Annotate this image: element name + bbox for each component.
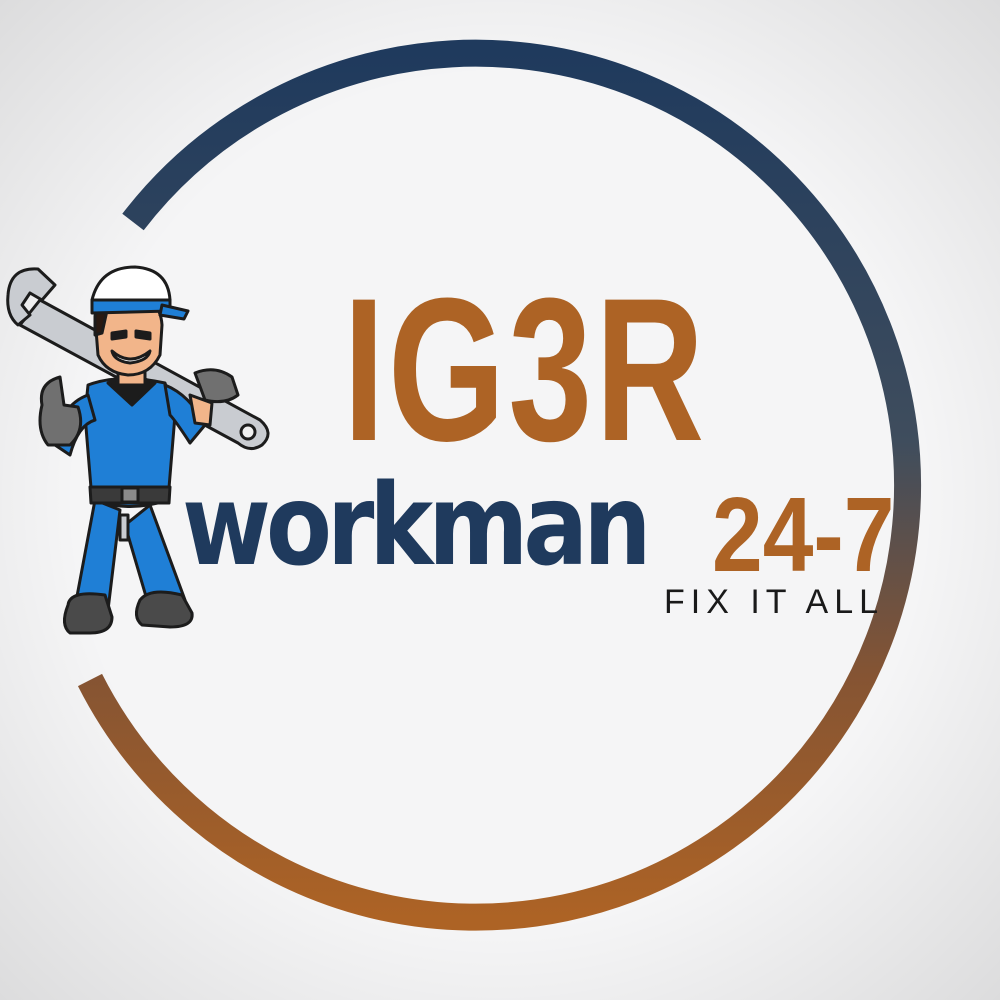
- logo-tagline: FIX IT ALL: [664, 583, 885, 621]
- logo-name: WORKMAN: [182, 461, 652, 591]
- logo-hours: 24-7: [712, 476, 895, 594]
- logo-title: IG3R: [343, 256, 708, 484]
- ring-arc: [77, 39, 922, 931]
- handyman-mascot-icon: [6, 265, 270, 635]
